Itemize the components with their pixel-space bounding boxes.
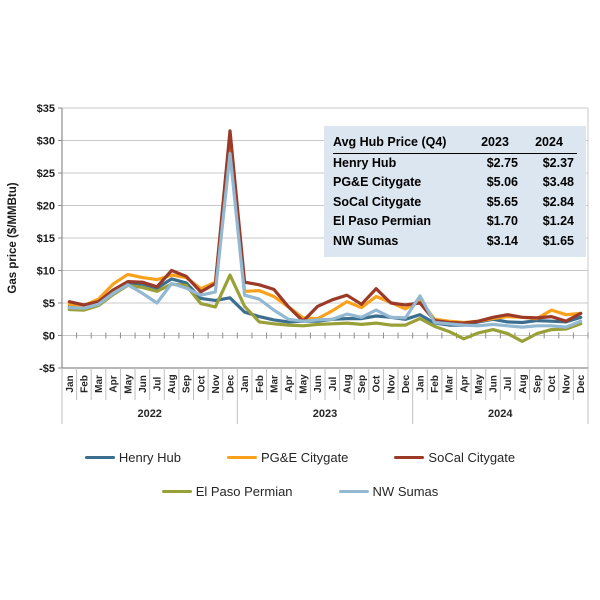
month-label: Sep [532,375,543,393]
chart-legend-row-2: El Paso Permian NW Sumas [0,484,600,499]
table-header-2023: 2023 [469,133,521,154]
legend-line-icon [338,489,369,494]
y-tick-label: $15 [37,233,55,245]
legend-item-pge-citygate: PG&E Citygate [226,450,349,465]
legend-item-socal-citygate: SoCal Citygate [394,450,515,465]
table-header-2024: 2024 [521,133,577,154]
month-label: May [299,374,310,394]
month-label: Apr [109,375,120,392]
y-tick-label: $20 [37,201,55,213]
series-line-nw-sumas [67,151,583,329]
month-label: Jan [240,375,251,392]
month-label: Jun [138,375,149,393]
month-label: Dec [226,374,237,393]
table-row-hub: NW Sumas [333,233,399,248]
legend-label: Henry Hub [118,450,181,465]
month-label: Dec [576,374,587,393]
month-label: Feb [430,375,441,393]
table-row-2023: $3.14 [486,233,518,248]
legend-line-icon [394,455,425,460]
table-row-hub: PG&E Citygate [333,175,422,189]
month-label: Sep [357,375,368,393]
year-label: 2022 [137,408,161,420]
table-row-2024: $2.84 [542,194,574,209]
chart-legend-row-1: Henry Hub PG&E Citygate SoCal Citygate [0,450,600,465]
legend-label: PG&E Citygate [260,450,349,465]
month-label: Mar [94,375,105,393]
table-row-2023: $1.70 [486,214,518,228]
table-row-2024: $1.24 [542,214,574,228]
legend-item-henry-hub: Henry Hub [84,450,181,465]
legend-line-icon [226,455,257,460]
y-tick-label: -$5 [39,363,55,375]
legend-label: NW Sumas [372,484,439,499]
year-label: 2024 [488,408,513,420]
month-label: May [123,374,134,394]
table-row-2024: $3.48 [542,175,574,189]
month-label: May [474,374,485,394]
month-label: Feb [255,375,266,393]
month-label: Jul [503,377,514,392]
table-row-2023: $5.06 [486,175,518,189]
series-line-el-paso-permian [67,273,583,343]
y-tick-label: $10 [37,266,55,278]
legend-label: SoCal Citygate [428,450,516,465]
legend-line-icon [84,455,115,460]
month-label: Mar [269,375,280,393]
month-label: Jan [416,375,427,392]
series-line-socal-citygate [67,129,583,325]
table-row-2024: $2.37 [542,155,574,170]
month-label: Mar [445,375,456,393]
year-label: 2023 [313,408,337,420]
table-row-2023: $5.65 [486,194,518,209]
table-header-label: Avg Hub Price (Q4) [333,133,469,154]
table-row-hub: SoCal Citygate [333,194,422,209]
table-row-hub: El Paso Permian [333,214,431,228]
month-label: Jun [489,375,500,393]
month-label: Jul [153,377,164,392]
y-tick-label: $5 [43,298,55,310]
month-label: Jul [328,377,339,392]
legend-item-el-paso-permian: El Paso Permian [161,484,293,499]
month-label: Aug [518,374,529,393]
month-label: Apr [284,375,295,392]
month-label: Sep [182,375,193,393]
y-tick-label: $35 [37,103,55,115]
month-label: Jun [313,375,324,393]
month-label: Nov [211,374,222,393]
month-label: Dec [401,374,412,393]
month-label: Oct [196,375,207,392]
month-label: Apr [459,375,470,392]
q4-table: Avg Hub Price (Q4) 2023 2024 Henry Hub $… [324,126,586,257]
y-tick-label: $30 [37,136,55,148]
table-row-hub: Henry Hub [333,155,397,170]
month-label: Nov [386,374,397,393]
y-tick-label: $25 [37,168,55,180]
month-label: Jan [65,375,76,392]
month-label: Aug [167,374,178,393]
month-label: Aug [342,374,353,393]
month-label: Nov [562,374,573,393]
legend-label: El Paso Permian [195,484,293,499]
month-label: Oct [547,375,558,392]
month-label: Feb [79,375,90,393]
month-label: Oct [372,375,383,392]
table-row-2023: $2.75 [486,155,518,170]
legend-line-icon [161,489,192,494]
y-tick-label: $0 [43,331,55,343]
table-row-2024: $1.65 [542,233,574,248]
y-axis-title: Gas price ($/MMBtu) [7,182,19,293]
legend-item-nw-sumas: NW Sumas [338,484,439,499]
